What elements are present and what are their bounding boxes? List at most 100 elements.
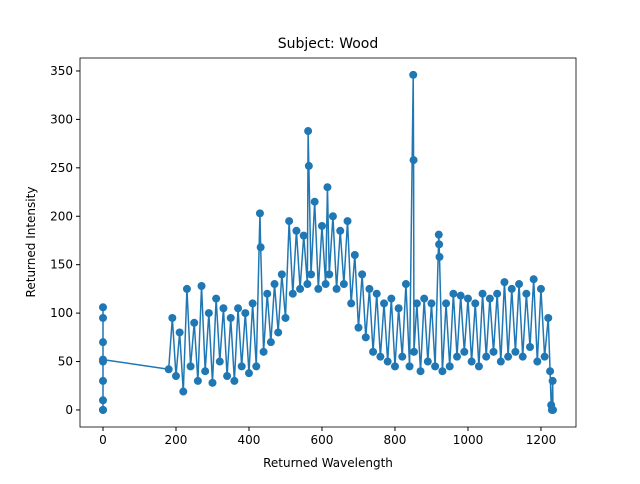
data-point xyxy=(390,362,399,371)
data-point xyxy=(343,217,352,226)
data-point xyxy=(263,289,272,298)
data-point xyxy=(456,291,465,300)
y-tick-label: 50 xyxy=(58,355,73,369)
data-point xyxy=(431,362,440,371)
data-point xyxy=(383,357,392,366)
data-point xyxy=(482,352,491,361)
y-axis-label: Returned Intensity xyxy=(24,187,38,298)
data-point xyxy=(98,338,107,347)
data-point xyxy=(442,299,451,308)
data-point xyxy=(376,352,385,361)
data-point xyxy=(526,343,535,352)
data-point xyxy=(244,369,253,378)
data-point xyxy=(182,284,191,293)
data-point xyxy=(394,304,403,313)
data-point xyxy=(485,294,494,303)
data-point xyxy=(546,367,555,376)
data-point xyxy=(190,318,199,327)
data-point xyxy=(548,376,557,385)
data-point xyxy=(463,294,472,303)
data-point xyxy=(186,362,195,371)
data-point xyxy=(256,243,265,252)
data-point xyxy=(358,270,367,279)
data-point xyxy=(489,347,498,356)
data-point xyxy=(274,328,283,337)
data-point xyxy=(277,270,286,279)
y-tick-label: 100 xyxy=(50,306,73,320)
data-point xyxy=(350,250,359,259)
data-point xyxy=(500,278,509,287)
data-point xyxy=(409,347,418,356)
data-point xyxy=(522,289,531,298)
data-point xyxy=(361,333,370,342)
data-point xyxy=(533,357,542,366)
data-point xyxy=(98,355,107,364)
data-point xyxy=(98,376,107,385)
x-tick-label: 800 xyxy=(384,433,407,447)
data-point xyxy=(317,221,326,230)
data-point xyxy=(474,362,483,371)
data-point xyxy=(164,365,173,374)
data-point xyxy=(255,209,264,218)
data-point xyxy=(445,362,454,371)
data-point xyxy=(223,372,232,381)
data-point xyxy=(171,372,180,381)
data-point xyxy=(325,270,334,279)
data-point xyxy=(226,313,235,322)
data-point xyxy=(496,357,505,366)
data-point xyxy=(266,338,275,347)
data-point xyxy=(332,284,341,293)
data-point xyxy=(529,275,538,284)
data-point xyxy=(453,352,462,361)
data-point xyxy=(252,362,261,371)
data-point xyxy=(303,280,312,289)
data-point xyxy=(230,376,239,385)
data-point xyxy=(310,197,319,206)
x-tick-label: 1000 xyxy=(453,433,484,447)
data-point xyxy=(299,231,308,240)
data-point xyxy=(460,347,469,356)
data-point xyxy=(515,280,524,289)
data-point xyxy=(168,313,177,322)
x-tick-label: 0 xyxy=(99,433,107,447)
data-point xyxy=(270,280,279,289)
data-point xyxy=(296,284,305,293)
data-point xyxy=(412,299,421,308)
data-point xyxy=(336,226,345,235)
y-tick-label: 300 xyxy=(50,112,73,126)
data-point xyxy=(307,270,316,279)
data-point xyxy=(281,313,290,322)
data-point xyxy=(321,280,330,289)
data-point xyxy=(507,284,516,293)
y-tick-label: 0 xyxy=(65,403,73,417)
data-point xyxy=(544,313,553,322)
data-point xyxy=(208,378,217,387)
data-point xyxy=(449,289,458,298)
data-point xyxy=(423,357,432,366)
data-point xyxy=(409,156,418,165)
x-axis-label: Returned Wavelength xyxy=(263,456,393,470)
data-point xyxy=(369,347,378,356)
y-tick-label: 200 xyxy=(50,209,73,223)
data-point xyxy=(201,367,210,376)
data-point xyxy=(518,352,527,361)
y-tick-label: 350 xyxy=(50,64,73,78)
data-point xyxy=(328,212,337,221)
x-tick-label: 400 xyxy=(238,433,261,447)
data-point xyxy=(504,352,513,361)
data-point xyxy=(219,304,228,313)
data-point xyxy=(98,313,107,322)
data-point xyxy=(179,387,188,396)
data-point xyxy=(398,352,407,361)
data-point xyxy=(234,304,243,313)
data-point xyxy=(98,396,107,405)
data-point xyxy=(323,183,332,192)
data-point xyxy=(314,284,323,293)
data-point xyxy=(237,362,246,371)
data-point xyxy=(405,362,414,371)
data-point xyxy=(427,299,436,308)
data-point xyxy=(478,289,487,298)
data-point xyxy=(372,289,381,298)
data-point xyxy=(493,289,502,298)
